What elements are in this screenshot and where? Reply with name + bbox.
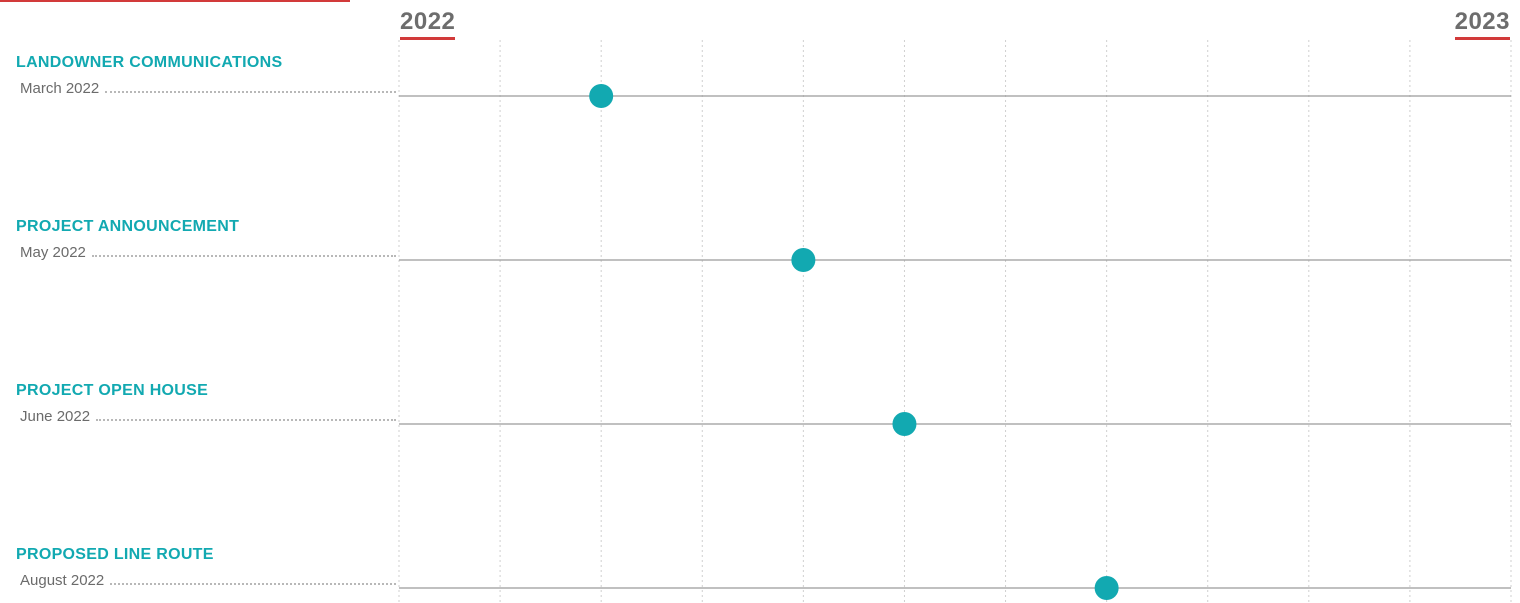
milestone-date: May 2022 [20, 244, 86, 261]
year-end-text: 2023 [1454, 8, 1510, 35]
milestone-dot [1094, 576, 1119, 600]
year-end-label: 2023 [1454, 8, 1510, 40]
year-start-label: 2022 [400, 8, 456, 40]
top-accent-rule [0, 0, 350, 2]
milestone-date: June 2022 [20, 408, 91, 425]
milestone-title: PROPOSED LINE ROUTE [16, 546, 214, 563]
milestone-dot [892, 412, 917, 436]
milestone-date-row: May 2022 [20, 244, 396, 261]
milestone-date-row: August 2022 [20, 572, 396, 589]
dotted-leader [91, 255, 396, 257]
milestone-date: August 2022 [20, 572, 105, 589]
milestone-title: PROJECT OPEN HOUSE [16, 382, 209, 399]
milestone-title: LANDOWNER COMMUNICATIONS [16, 54, 283, 71]
milestone-date-row: June 2022 [20, 408, 396, 425]
dotted-leader [96, 419, 396, 421]
milestone-date: March 2022 [20, 80, 100, 97]
year-end-underline [1454, 37, 1510, 40]
milestone-title: PROJECT ANNOUNCEMENT [16, 218, 240, 235]
year-start-underline [400, 37, 456, 40]
year-start-text: 2022 [400, 8, 456, 35]
dotted-leader [105, 91, 396, 93]
milestone-date-row: March 2022 [20, 80, 396, 97]
dotted-leader [110, 583, 396, 585]
milestone-dot [589, 84, 614, 108]
milestone-dot [791, 248, 816, 272]
